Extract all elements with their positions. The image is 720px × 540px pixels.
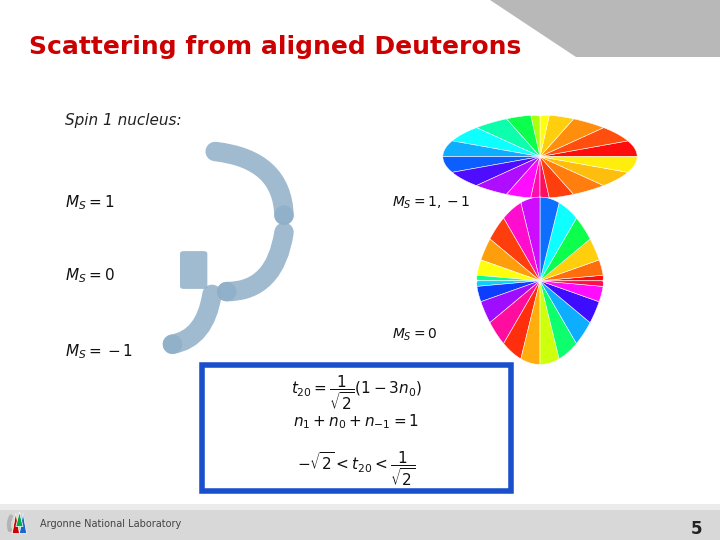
Bar [0,504,720,510]
Text: $n_1 + n_0 + n_{-1} = 1$: $n_1 + n_0 + n_{-1} = 1$ [293,413,420,431]
Polygon shape [540,281,590,343]
Polygon shape [540,197,559,281]
Text: $M_S = 1$: $M_S = 1$ [65,193,114,212]
Polygon shape [540,157,628,186]
Polygon shape [477,119,540,157]
Polygon shape [481,281,540,322]
Polygon shape [481,239,540,281]
Polygon shape [540,157,603,194]
Text: $M_S=1, -1$: $M_S=1, -1$ [392,194,471,211]
FancyArrowPatch shape [227,232,284,292]
Polygon shape [540,281,603,286]
Polygon shape [443,157,540,172]
Text: $M_S =-1$: $M_S =-1$ [65,343,133,361]
Polygon shape [490,218,540,281]
Polygon shape [521,197,540,281]
Text: $-\sqrt{2} < t_{20} < \dfrac{1}{\sqrt{2}}$: $-\sqrt{2} < t_{20} < \dfrac{1}{\sqrt{2}… [297,449,415,488]
Polygon shape [531,115,540,157]
Polygon shape [477,281,540,302]
FancyArrowPatch shape [172,294,212,345]
Polygon shape [506,157,540,198]
Polygon shape [16,512,23,526]
Bar [0,510,720,540]
Polygon shape [19,513,27,534]
Polygon shape [540,239,599,281]
Polygon shape [540,119,603,157]
Polygon shape [540,275,603,281]
Polygon shape [540,218,590,281]
Polygon shape [452,127,540,157]
FancyArrowPatch shape [215,152,284,215]
Text: $M_S = 0$: $M_S = 0$ [65,266,114,285]
Polygon shape [490,0,720,57]
Text: Argonne National Laboratory: Argonne National Laboratory [40,519,181,529]
FancyBboxPatch shape [180,251,207,289]
Polygon shape [540,281,599,322]
Polygon shape [540,115,549,157]
Polygon shape [477,281,540,286]
Polygon shape [540,157,549,198]
Polygon shape [477,260,540,281]
Polygon shape [506,116,540,157]
Polygon shape [490,281,540,343]
Polygon shape [531,157,540,198]
Polygon shape [540,157,637,172]
Polygon shape [503,202,540,281]
Text: $t_{20} = \dfrac{1}{\sqrt{2}}(1 - 3n_0)$: $t_{20} = \dfrac{1}{\sqrt{2}}(1 - 3n_0)$ [291,374,422,413]
Polygon shape [540,260,603,281]
Text: Scattering from aligned Deuterons: Scattering from aligned Deuterons [29,35,521,59]
Polygon shape [452,157,540,186]
Text: 5: 5 [690,520,702,538]
Polygon shape [540,141,637,157]
Polygon shape [540,281,603,302]
Polygon shape [443,141,540,157]
Polygon shape [12,513,19,534]
Text: $M_S=0$: $M_S=0$ [392,327,438,343]
Polygon shape [521,281,540,364]
Polygon shape [540,157,574,198]
Polygon shape [503,281,540,359]
FancyArrowPatch shape [9,517,11,530]
FancyArrowPatch shape [20,517,22,530]
Polygon shape [540,116,574,157]
Polygon shape [540,281,559,364]
Polygon shape [540,127,628,157]
Polygon shape [540,202,577,281]
FancyBboxPatch shape [202,364,511,491]
Text: Spin 1 nucleus:: Spin 1 nucleus: [65,113,181,129]
Polygon shape [477,157,540,194]
Polygon shape [540,281,577,359]
Polygon shape [477,275,540,281]
